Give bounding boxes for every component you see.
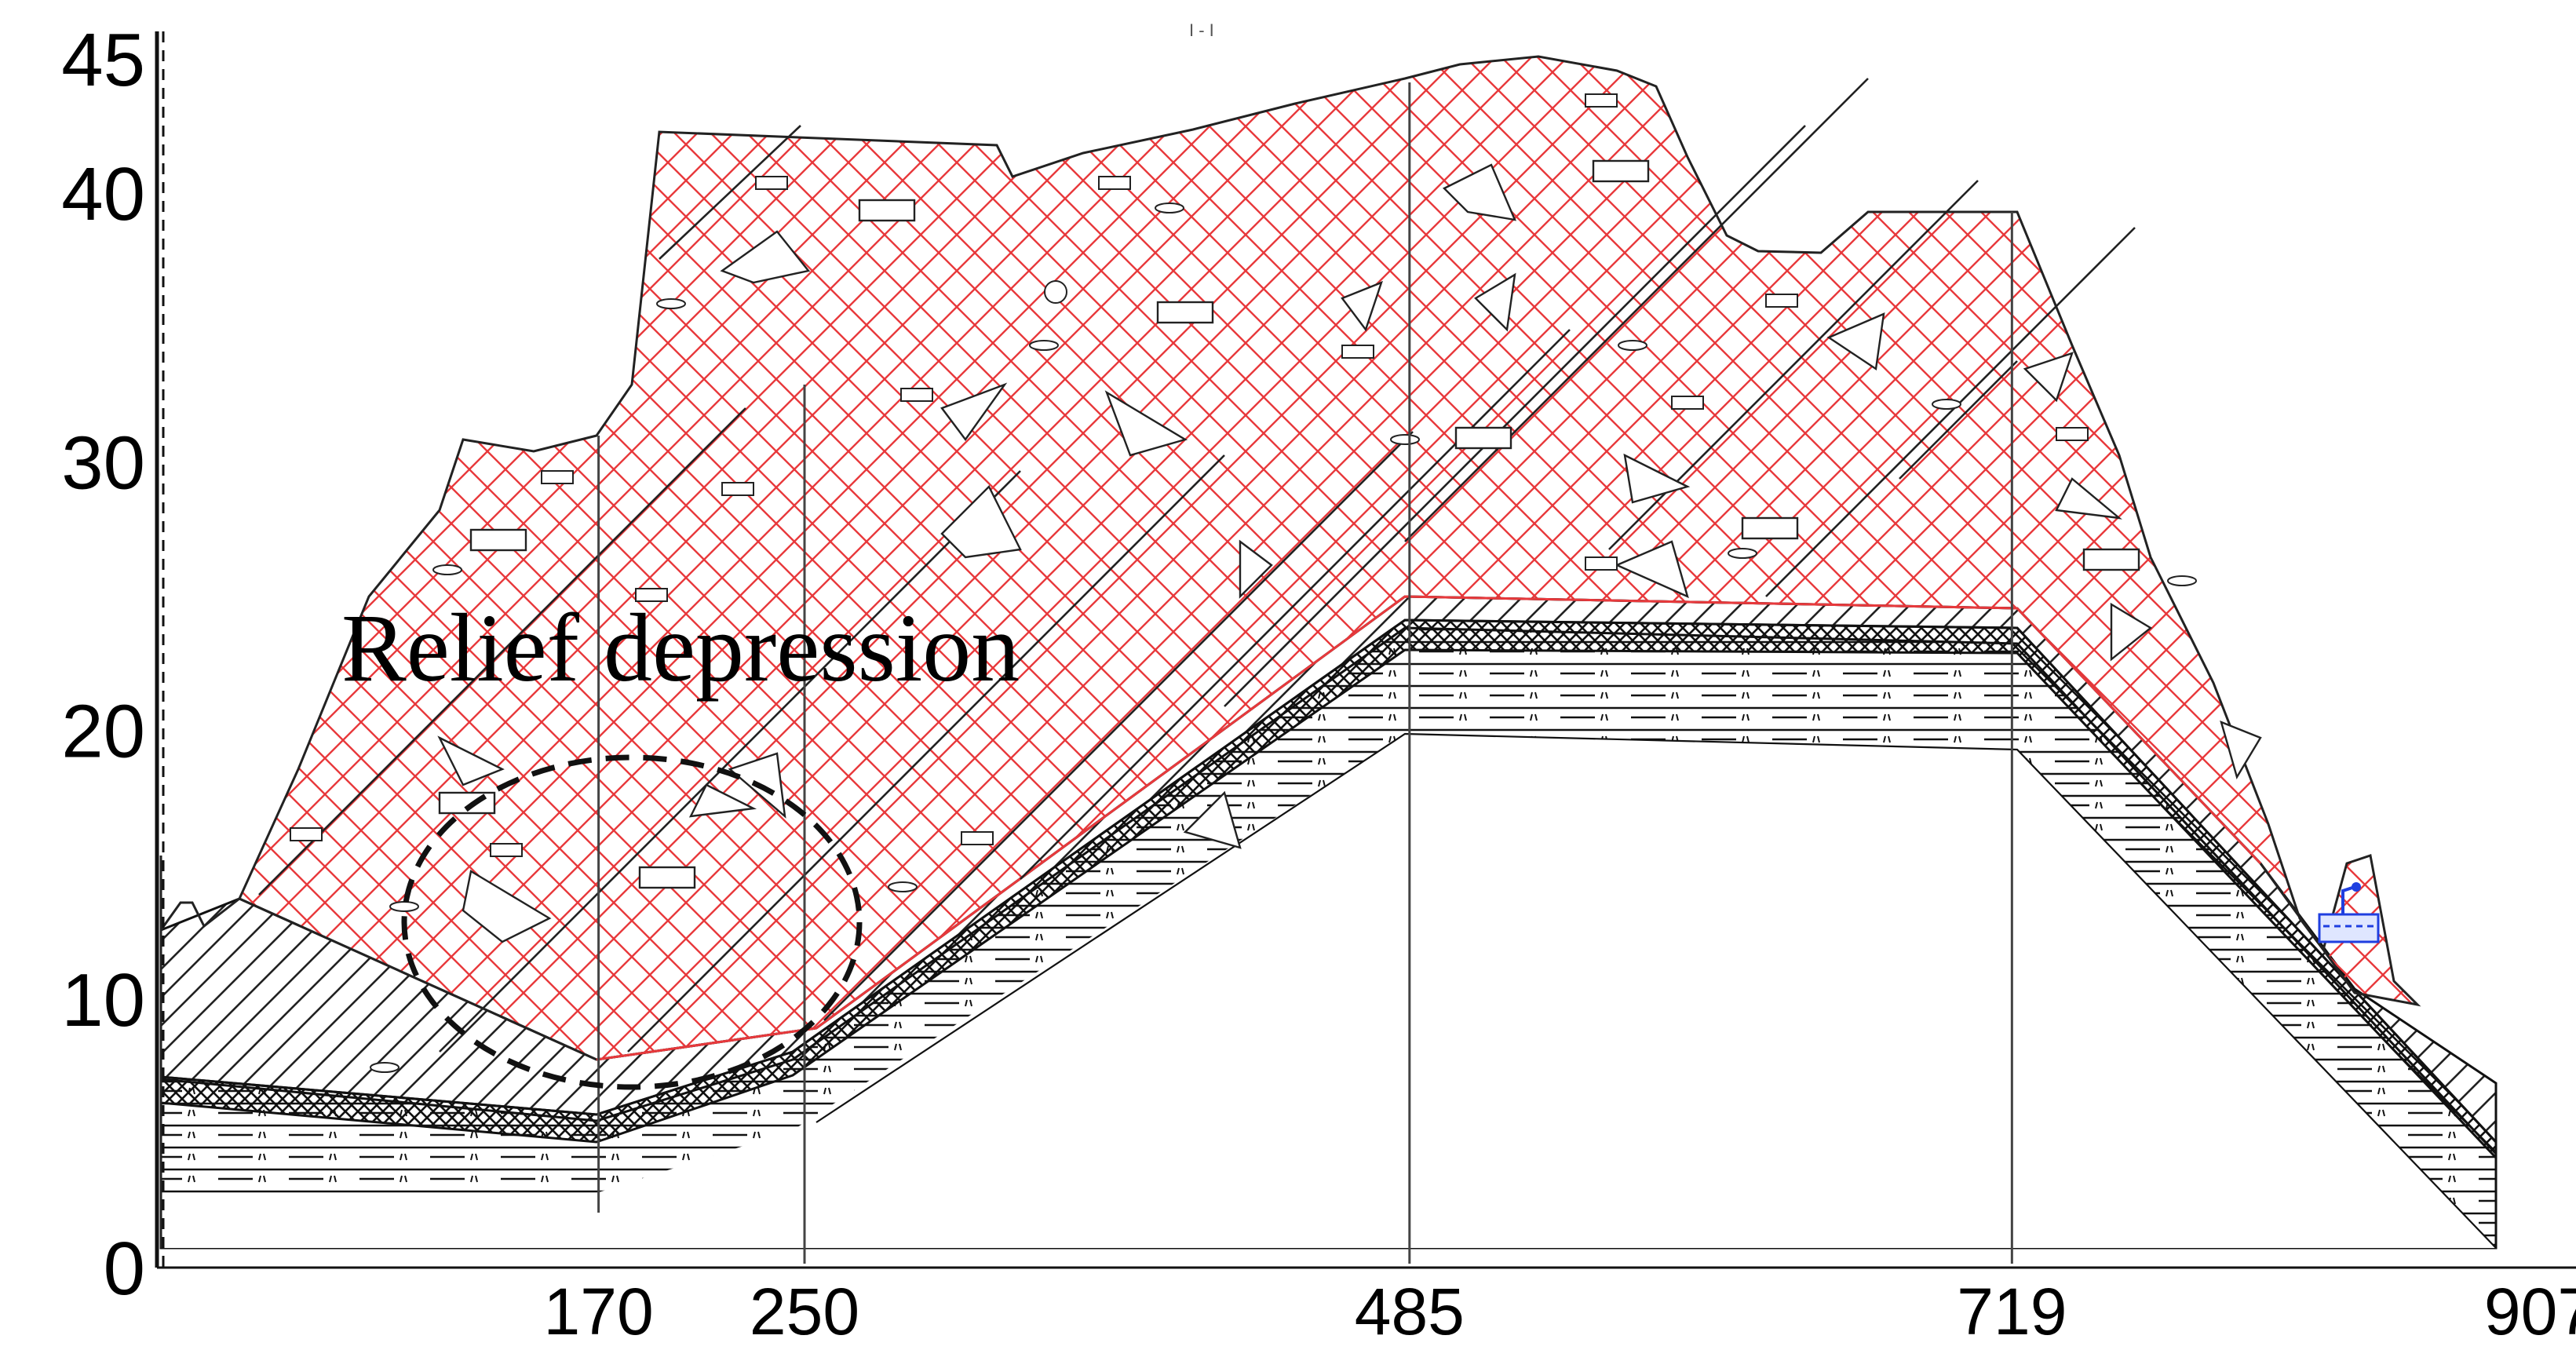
section-header-mark: I - I <box>1189 20 1214 40</box>
x-tick-label: 907 <box>2484 1275 2576 1346</box>
left-edge <box>159 856 240 1248</box>
x-tick-labels: 170 250 485 719 907 <box>544 1275 2576 1348</box>
water-spring-symbol <box>2318 882 2380 943</box>
y-tick-label: 10 <box>61 958 145 1042</box>
y-tick-label: 40 <box>61 152 145 236</box>
y-tick-label: 20 <box>61 690 145 774</box>
x-tick-label: 719 <box>1957 1275 2067 1346</box>
y-axis <box>155 31 165 1268</box>
relief-depression-label: Relief depression <box>341 594 1020 702</box>
y-tick-label: 0 <box>104 1227 145 1311</box>
boulder-symbol <box>1044 280 1067 304</box>
gravel-lens-symbols <box>438 159 2140 889</box>
pebble-symbols <box>370 202 2197 1073</box>
y-tick-labels: 45 40 30 20 10 0 <box>61 18 145 1311</box>
y-tick-label: 45 <box>61 18 145 102</box>
sand-symbols <box>290 93 2089 857</box>
x-tick-label: 250 <box>750 1275 859 1346</box>
x-tick-label: 170 <box>544 1275 654 1346</box>
bedrock-shale-layer <box>159 626 2498 1250</box>
relief-depression-outline <box>401 754 863 1090</box>
borehole-lines <box>597 82 2013 1264</box>
x-tick-label: 485 <box>1355 1275 1465 1346</box>
fill-deposit-layer <box>238 55 2421 1073</box>
rock-fragments <box>437 163 2262 943</box>
y-tick-label: 30 <box>61 421 145 505</box>
